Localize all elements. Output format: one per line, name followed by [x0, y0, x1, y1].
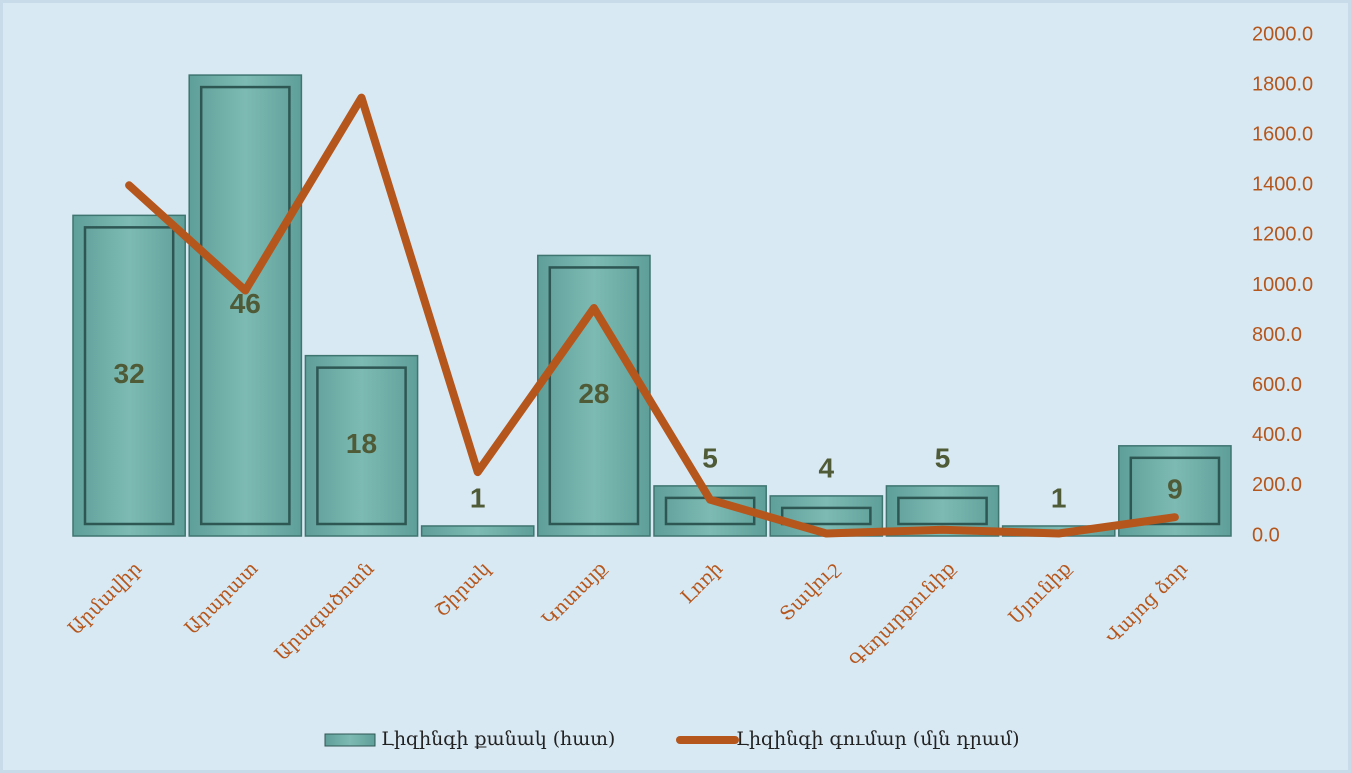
bar-bevel	[1129, 456, 1221, 526]
bar-bevel	[897, 496, 988, 526]
y2-tick-label: 200.0	[1252, 474, 1302, 496]
bar-bevel	[316, 366, 407, 526]
y2-tick-label: 1000.0	[1252, 274, 1313, 296]
y2-tick-label: 1200.0	[1252, 224, 1313, 246]
data-label: 28	[578, 378, 609, 409]
bar	[304, 354, 419, 537]
data-label: 4	[819, 452, 835, 483]
data-label: 9	[1167, 473, 1183, 504]
legend-swatch	[324, 733, 376, 747]
bar-bevel	[780, 506, 872, 526]
y2-tick-label: 1800.0	[1252, 73, 1313, 95]
bar	[72, 214, 186, 537]
y2-tick-label: 1400.0	[1252, 174, 1313, 196]
y2-tick-label: 0.0	[1252, 524, 1280, 546]
bar-bevel	[199, 85, 291, 526]
bar-bevel	[548, 266, 640, 526]
y2-tick-label: 1600.0	[1252, 123, 1313, 145]
data-label: 5	[935, 442, 951, 473]
legend-label: Լիզինգի քանակ (հատ)	[381, 728, 615, 750]
data-label: 5	[702, 442, 718, 473]
y2-tick-label: 400.0	[1252, 424, 1302, 446]
line	[125, 93, 1179, 538]
bar	[188, 74, 303, 537]
y2-tick-label: 800.0	[1252, 324, 1302, 346]
data-label: 1	[1051, 482, 1067, 513]
y2-tick-label: 2000.0	[1252, 23, 1313, 45]
data-label: 18	[346, 428, 377, 459]
bar	[420, 525, 535, 537]
bar-bevel	[83, 226, 175, 526]
data-label: 32	[114, 358, 145, 389]
bar	[537, 254, 651, 537]
data-label: 1	[470, 482, 486, 513]
legend-label: Լիզինգի գումար (մլն դրամ)	[736, 728, 1019, 750]
y2-tick-label: 600.0	[1252, 374, 1302, 396]
